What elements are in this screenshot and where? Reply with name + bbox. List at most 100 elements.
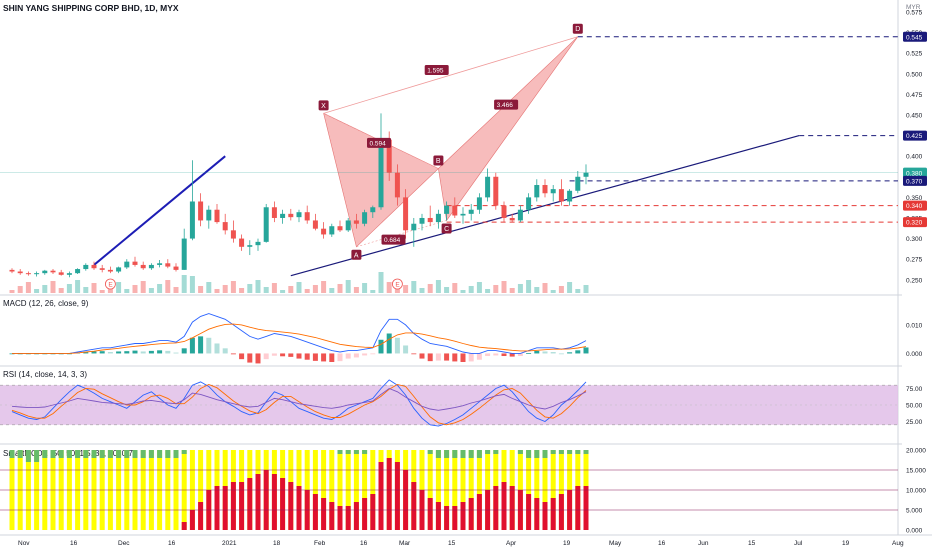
candle-body (230, 230, 236, 239)
macd-histogram-bar (362, 353, 368, 356)
smartmcdx-red-bar (321, 498, 327, 530)
volume-bar (337, 284, 343, 293)
volume-bar (411, 281, 417, 293)
volume-bar (288, 286, 294, 293)
candle-body (198, 201, 204, 221)
candle-body (378, 139, 384, 208)
rsi-tick-label: 25.00 (906, 419, 923, 426)
volume-bar (132, 285, 138, 293)
smartmcdx-green-bar (427, 450, 433, 454)
volume-bar (189, 276, 195, 293)
macd-histogram-bar (435, 353, 441, 361)
price-tick-label: 0.575 (906, 10, 923, 17)
candle-body (493, 176, 499, 206)
smartmcdx-red-bar (181, 522, 187, 530)
time-tick-label: 19 (842, 540, 850, 547)
volume-bar (567, 282, 573, 293)
candle-body (501, 205, 507, 218)
earnings-event-label: E (395, 282, 400, 289)
smartmcdx-green-bar (452, 450, 458, 458)
volume-bar (255, 280, 261, 293)
smartmcdx-red-bar (534, 498, 540, 530)
smartmcdx-green-bar (66, 450, 72, 458)
price-tick-label: 0.350 (906, 195, 923, 202)
volume-bar (239, 288, 245, 293)
smartmcdx-red-bar (263, 470, 269, 530)
candle-body (468, 209, 474, 214)
smartmcdx-red-bar (386, 458, 392, 530)
candle-body (206, 209, 212, 221)
smartmcdx-red-bar (189, 510, 195, 530)
candle-body (124, 261, 130, 268)
pattern-ratio-label: 0.684 (384, 237, 401, 244)
volume-bar (148, 288, 154, 293)
pattern-bcd-triangle (438, 36, 579, 222)
volume-bar (34, 289, 40, 293)
smartmcdx-green-bar (575, 450, 581, 454)
candle-body (403, 197, 409, 231)
smartmcdx-green-bar (107, 450, 113, 458)
pattern-ratio-badge (367, 137, 391, 148)
volume-bar (370, 290, 376, 293)
pattern-ratio-label: 0.594 (370, 141, 387, 148)
pattern-point-label: X (321, 103, 326, 110)
time-tick-label: 16 (360, 540, 368, 547)
candle-body (353, 220, 359, 224)
smartmcdx-green-bar (124, 450, 130, 458)
macd-histogram-bar (140, 351, 146, 354)
smartmcdx-green-bar (17, 450, 23, 458)
macd-histogram-bar (517, 353, 523, 357)
macd-histogram-bar (452, 353, 458, 362)
candle-body (394, 172, 400, 198)
trendline-left (93, 155, 226, 266)
candle-body (239, 238, 245, 247)
macd-histogram-bar (247, 353, 253, 363)
volume-bar (362, 283, 368, 293)
macd-histogram-bar (206, 337, 212, 354)
macd-histogram-bar (476, 353, 482, 360)
smartmcdx-red-bar (329, 502, 335, 530)
volume-bar (509, 288, 515, 293)
macd-histogram-bar (411, 353, 417, 355)
macd-histogram-bar (419, 353, 425, 359)
price-level-label: 0.340 (906, 203, 923, 210)
macd-histogram-bar (165, 350, 171, 354)
candle-body (411, 223, 417, 231)
volume-bar (378, 272, 384, 293)
macd-histogram-bar (148, 350, 154, 354)
chart-title: SHIN YANG SHIPPING CORP BHD, 1D, MYX (3, 3, 179, 13)
volume-bar (206, 282, 212, 293)
candle-body (99, 268, 105, 270)
volume-bar (394, 289, 400, 293)
candle-body (173, 266, 179, 270)
pattern-ratio-label: 3.466 (497, 102, 514, 109)
volume-bar (312, 285, 318, 293)
candle-body (17, 271, 23, 274)
volume-bar (558, 286, 564, 293)
macd-histogram-bar (386, 333, 392, 354)
candle-body (345, 220, 351, 231)
smartmcdx-green-bar (567, 450, 573, 454)
volume-bar (296, 282, 302, 293)
smartmcdx-green-bar (550, 450, 556, 454)
smartmcdx-green-bar (517, 450, 523, 454)
candle-body (288, 213, 294, 218)
smartmcdx-red-bar (345, 506, 351, 530)
macd-histogram-bar (321, 353, 327, 362)
macd-histogram-bar (124, 351, 130, 354)
candle-body (9, 269, 15, 272)
macd-histogram-bar (263, 353, 269, 360)
smartmcdx-green-bar (583, 450, 589, 454)
time-tick-label: 19 (563, 540, 571, 547)
smartmcdx-green-bar (50, 450, 56, 458)
smartmcdx-green-bar (165, 450, 171, 458)
smartmcdx-green-bar (460, 450, 466, 458)
price-level-label: 0.370 (906, 178, 923, 185)
macd-histogram-bar (107, 352, 113, 354)
price-tick-label: 0.500 (906, 71, 923, 78)
macd-histogram-bar (501, 353, 507, 357)
volume-bar (91, 283, 97, 293)
price-tick-label: 0.275 (906, 257, 923, 264)
macd-histogram-bar (214, 343, 220, 354)
